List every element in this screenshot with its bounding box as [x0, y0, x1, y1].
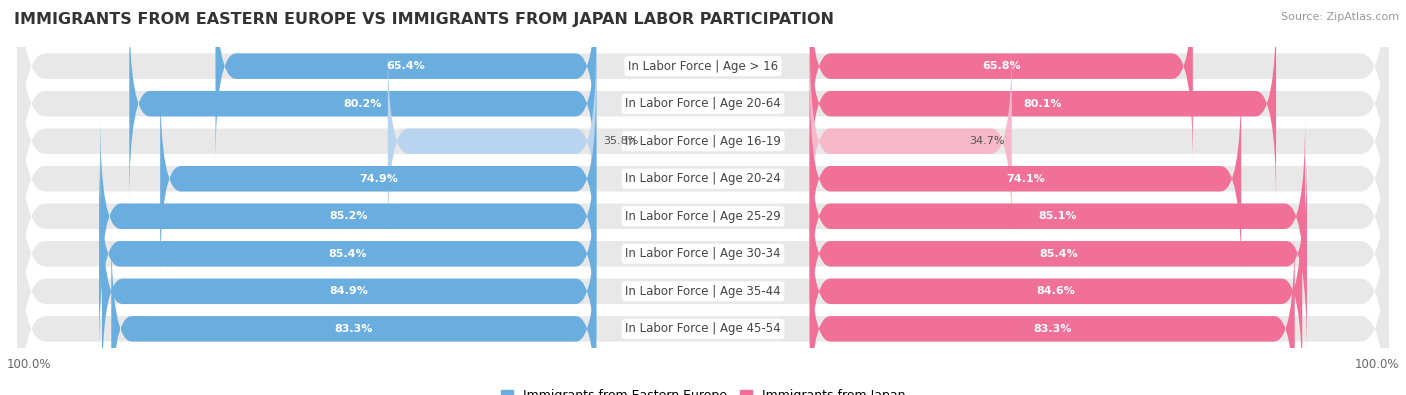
FancyBboxPatch shape — [17, 0, 1389, 203]
FancyBboxPatch shape — [17, 4, 1389, 278]
Text: 65.8%: 65.8% — [981, 61, 1021, 71]
FancyBboxPatch shape — [17, 154, 1389, 395]
Text: 85.4%: 85.4% — [329, 249, 367, 259]
Text: 100.0%: 100.0% — [1354, 358, 1399, 371]
FancyBboxPatch shape — [160, 79, 596, 278]
Text: 100.0%: 100.0% — [7, 358, 52, 371]
FancyBboxPatch shape — [98, 154, 596, 354]
Text: 80.2%: 80.2% — [343, 99, 382, 109]
FancyBboxPatch shape — [17, 79, 1389, 354]
Text: 65.4%: 65.4% — [387, 61, 425, 71]
Legend: Immigrants from Eastern Europe, Immigrants from Japan: Immigrants from Eastern Europe, Immigran… — [495, 384, 911, 395]
FancyBboxPatch shape — [215, 0, 596, 166]
Text: In Labor Force | Age 45-54: In Labor Force | Age 45-54 — [626, 322, 780, 335]
FancyBboxPatch shape — [17, 41, 1389, 316]
FancyBboxPatch shape — [810, 4, 1277, 203]
Text: In Labor Force | Age 30-34: In Labor Force | Age 30-34 — [626, 247, 780, 260]
Text: 80.1%: 80.1% — [1024, 99, 1062, 109]
Text: Source: ZipAtlas.com: Source: ZipAtlas.com — [1281, 12, 1399, 22]
Text: 35.8%: 35.8% — [603, 136, 638, 146]
Text: 85.2%: 85.2% — [329, 211, 367, 221]
FancyBboxPatch shape — [810, 192, 1302, 391]
FancyBboxPatch shape — [810, 117, 1305, 316]
FancyBboxPatch shape — [17, 192, 1389, 395]
Text: 85.1%: 85.1% — [1038, 211, 1077, 221]
FancyBboxPatch shape — [388, 41, 596, 241]
Text: 34.7%: 34.7% — [969, 136, 1005, 146]
FancyBboxPatch shape — [100, 117, 596, 316]
FancyBboxPatch shape — [810, 154, 1308, 354]
Text: In Labor Force | Age 16-19: In Labor Force | Age 16-19 — [626, 135, 780, 148]
Text: In Labor Force | Age 20-64: In Labor Force | Age 20-64 — [626, 97, 780, 110]
FancyBboxPatch shape — [810, 79, 1241, 278]
Text: 83.3%: 83.3% — [1033, 324, 1071, 334]
FancyBboxPatch shape — [810, 229, 1295, 395]
Text: 74.9%: 74.9% — [359, 174, 398, 184]
Text: 84.9%: 84.9% — [329, 286, 368, 296]
FancyBboxPatch shape — [111, 229, 596, 395]
Text: IMMIGRANTS FROM EASTERN EUROPE VS IMMIGRANTS FROM JAPAN LABOR PARTICIPATION: IMMIGRANTS FROM EASTERN EUROPE VS IMMIGR… — [14, 12, 834, 27]
Text: In Labor Force | Age 25-29: In Labor Force | Age 25-29 — [626, 210, 780, 223]
FancyBboxPatch shape — [129, 4, 596, 203]
Text: 84.6%: 84.6% — [1036, 286, 1076, 296]
FancyBboxPatch shape — [810, 0, 1192, 166]
Text: 83.3%: 83.3% — [335, 324, 373, 334]
Text: In Labor Force | Age 35-44: In Labor Force | Age 35-44 — [626, 285, 780, 298]
FancyBboxPatch shape — [103, 192, 596, 391]
FancyBboxPatch shape — [17, 117, 1389, 391]
FancyBboxPatch shape — [17, 0, 1389, 241]
Text: In Labor Force | Age 20-24: In Labor Force | Age 20-24 — [626, 172, 780, 185]
FancyBboxPatch shape — [810, 41, 1012, 241]
Text: In Labor Force | Age > 16: In Labor Force | Age > 16 — [628, 60, 778, 73]
Text: 85.4%: 85.4% — [1039, 249, 1077, 259]
Text: 74.1%: 74.1% — [1007, 174, 1045, 184]
